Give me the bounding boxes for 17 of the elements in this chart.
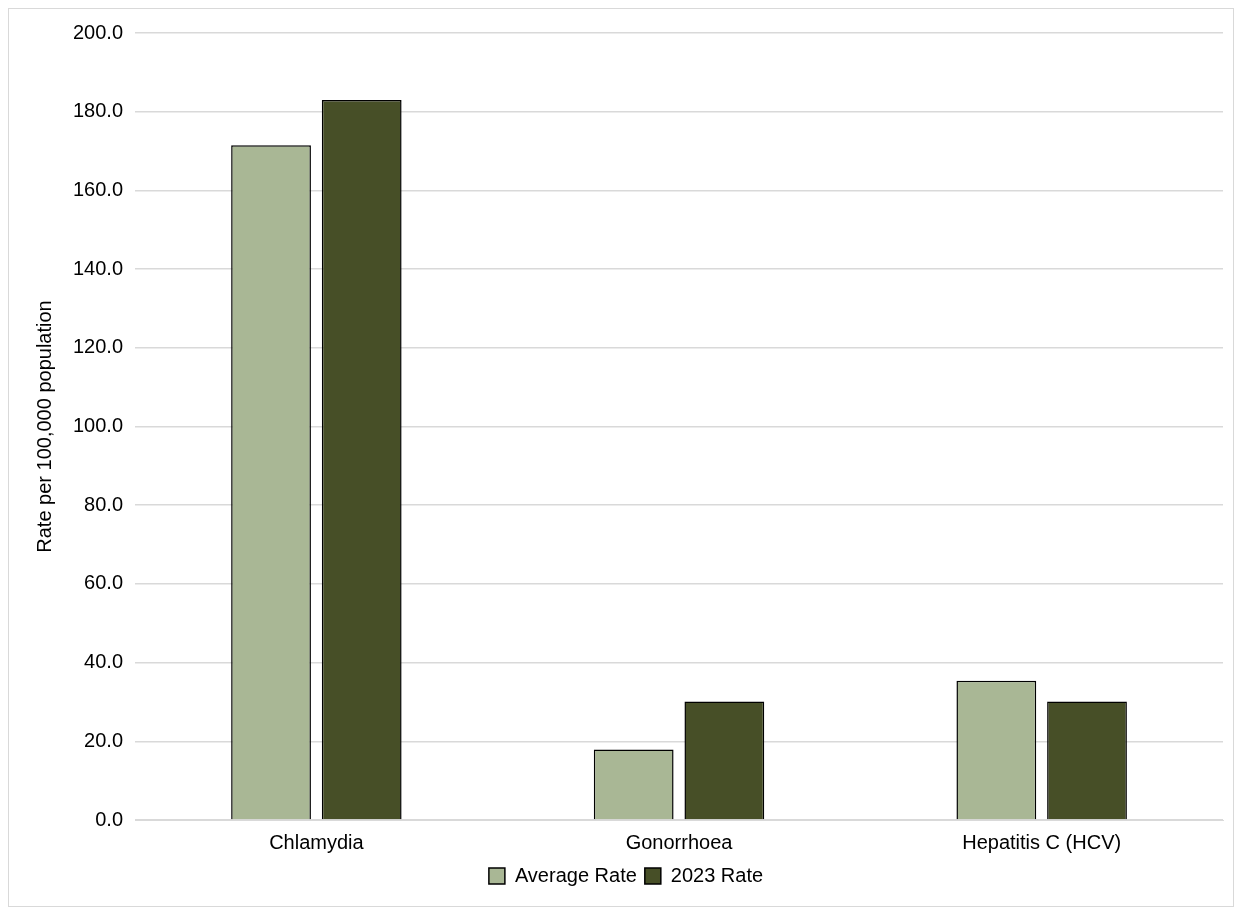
y-tick-label: 20.0 — [84, 728, 124, 751]
y-tick-label: 40.0 — [84, 650, 124, 673]
y-axis-title: Rate per 100,000 population — [32, 300, 55, 553]
y-tick-label: 160.0 — [72, 177, 124, 200]
y-tick-label: 60.0 — [84, 571, 124, 594]
legend-label: 2023 Rate — [670, 863, 764, 886]
x-tick-label: Hepatitis C (HCV) — [962, 830, 1122, 853]
x-tick-label: Chlamydia — [269, 830, 365, 853]
y-tick-label: 120.0 — [72, 335, 124, 358]
legend-label: Average Rate — [514, 863, 637, 886]
x-tick-label: Gonorrhoea — [625, 830, 734, 853]
y-tick-label: 80.0 — [84, 492, 124, 515]
y-tick-label: 180.0 — [72, 99, 124, 122]
y-tick-label: 200.0 — [72, 20, 124, 43]
y-tick-label: 100.0 — [72, 414, 124, 437]
y-tick-label: 0.0 — [95, 807, 124, 830]
y-tick-label: 140.0 — [72, 256, 124, 279]
